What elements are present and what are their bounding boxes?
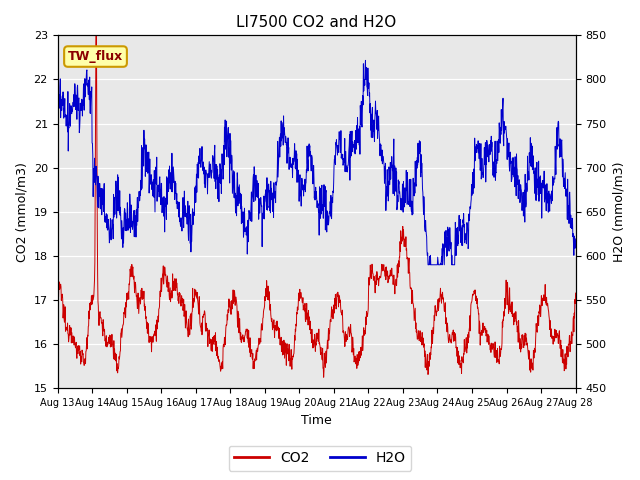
CO2: [92, 24, 100, 29]
Legend: CO2, H2O: CO2, H2O: [228, 445, 412, 471]
X-axis label: Time: Time: [301, 414, 332, 427]
Line: H2O: H2O: [58, 60, 575, 265]
CO2: [115, 354, 123, 360]
H2O: [424, 262, 432, 268]
H2O: [284, 135, 292, 141]
H2O: [54, 122, 61, 128]
H2O: [294, 156, 301, 162]
CO2: [94, 299, 102, 304]
CO2: [349, 340, 357, 346]
CO2: [54, 300, 61, 306]
CO2: [294, 307, 301, 313]
H2O: [362, 58, 369, 63]
Y-axis label: H2O (mmol/m3): H2O (mmol/m3): [612, 162, 625, 262]
CO2: [572, 290, 579, 296]
CO2: [285, 347, 292, 353]
H2O: [94, 204, 102, 210]
Text: TW_flux: TW_flux: [68, 50, 123, 63]
Line: CO2: CO2: [58, 26, 575, 377]
Title: LI7500 CO2 and H2O: LI7500 CO2 and H2O: [236, 15, 397, 30]
H2O: [572, 236, 579, 242]
CO2: [320, 374, 328, 380]
H2O: [115, 195, 122, 201]
CO2: [274, 327, 282, 333]
H2O: [273, 164, 281, 170]
Y-axis label: CO2 (mmol/m3): CO2 (mmol/m3): [15, 162, 28, 262]
H2O: [349, 149, 356, 155]
